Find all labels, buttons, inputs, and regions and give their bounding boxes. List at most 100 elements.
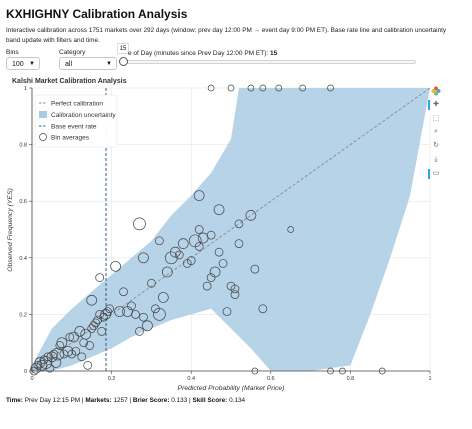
bin-average-point	[202, 281, 212, 291]
bin-average-point	[86, 294, 98, 306]
bin-average-point	[247, 84, 255, 92]
legend: Perfect calibration Calibration uncertai…	[34, 94, 118, 148]
category-select[interactable]: all ▼	[59, 57, 117, 70]
bin-average-point	[142, 320, 153, 332]
bin-average-point	[103, 307, 112, 316]
chevron-down-icon: ▼	[106, 61, 112, 67]
brier-value: 0.133	[171, 397, 188, 404]
legend-box	[34, 94, 118, 148]
bin-average-point	[327, 84, 334, 92]
bin-average-point	[91, 318, 101, 328]
x-tick-label: 0.2	[108, 376, 116, 382]
bin-average-point	[213, 204, 225, 216]
bin-average-point	[207, 84, 215, 92]
bin-average-point	[95, 273, 105, 282]
bin-average-point	[250, 264, 260, 274]
footer-stats: Time: Prev Day 12:15 PM | Markets: 1257 …	[6, 397, 246, 404]
bin-average-point	[97, 327, 107, 336]
chart-toolbar: ✚ ⬚ ⌕ ↻ ⤓ ▭	[428, 86, 443, 196]
page-title: KXHIGHNY Calibration Analysis	[6, 7, 188, 21]
bin-average-point	[234, 239, 244, 248]
x-axis-label: Predicted Probability (Market Price)	[178, 385, 285, 392]
bin-average-point	[147, 278, 156, 288]
box-zoom-icon[interactable]: ⬚	[432, 114, 440, 122]
time-slider-handle[interactable]	[119, 57, 128, 66]
bin-average-point	[161, 266, 173, 278]
bin-average-point	[133, 217, 146, 231]
bin-average-point	[164, 251, 178, 265]
y-axis-label: Observed Frequency (YES)	[7, 188, 14, 271]
bin-average-point	[194, 242, 204, 251]
save-icon[interactable]: ⤓	[434, 155, 438, 163]
y-tick-label: 0.2	[19, 312, 27, 318]
markets-value: 1257	[113, 397, 128, 404]
y-tick-label: 1	[24, 86, 27, 92]
y-tick-label: 0.8	[19, 143, 27, 149]
bin-average-point	[74, 326, 86, 337]
y-tick-label: 0.4	[19, 256, 27, 262]
bin-average-point	[114, 306, 125, 317]
markets-label: Markets:	[85, 397, 112, 404]
bin-average-point	[138, 252, 149, 264]
bokeh-logo-icon[interactable]	[431, 86, 441, 96]
category-select-value: all	[65, 61, 73, 68]
legend-bins-swatch	[39, 133, 47, 141]
bin-average-point	[139, 312, 148, 322]
bin-average-point	[206, 273, 216, 282]
reset-icon[interactable]: ↻	[433, 142, 439, 150]
time-slider-label: e of Day (minutes since Prev Day 12:00 P…	[128, 50, 277, 57]
x-tick-label: 0.4	[187, 376, 195, 382]
bins-select[interactable]: 100 ▼	[6, 57, 40, 70]
bin-average-point	[258, 304, 268, 314]
chart-title: Kalshi Market Calibration Analysis	[12, 78, 127, 85]
bin-average-point	[234, 219, 244, 229]
bins-label: Bins	[6, 49, 19, 56]
bin-average-point	[275, 84, 283, 92]
hover-icon[interactable]: ▭	[428, 168, 440, 179]
x-tick-label: 0.6	[267, 376, 275, 382]
legend-base-label: Base event rate	[51, 124, 97, 131]
bin-average-point	[71, 346, 81, 356]
bin-average-point	[245, 210, 257, 221]
bin-average-point	[80, 328, 92, 340]
bin-average-point	[193, 190, 205, 201]
bin-average-point	[227, 84, 235, 92]
bin-average-point	[50, 357, 62, 368]
bin-average-point	[83, 360, 93, 370]
chevron-down-icon: ▼	[29, 61, 35, 67]
bin-average-point	[55, 341, 65, 350]
bin-average-point	[299, 84, 306, 92]
legend-band-swatch	[39, 111, 47, 118]
bin-average-point	[131, 310, 140, 319]
legend-bins-label: Bin averages	[51, 135, 90, 142]
bin-average-point	[45, 363, 55, 373]
slider-tooltip: 15	[117, 43, 129, 54]
bin-average-point	[186, 256, 196, 265]
bin-average-point	[177, 238, 189, 249]
bin-average-point	[230, 290, 240, 299]
bin-average-point	[157, 292, 169, 303]
time-label: Time:	[6, 397, 23, 404]
bin-average-point	[110, 260, 121, 272]
bin-average-point	[287, 226, 295, 233]
bin-average-point	[43, 352, 53, 362]
pan-icon[interactable]: ✚	[428, 99, 441, 110]
axis-ticks: 0 0.2 0.4 0.6 0.8 1 0 0.2 0.4 0.6 0.8 1	[19, 86, 431, 382]
x-tick-label: 0.8	[347, 376, 355, 382]
bin-average-point	[214, 247, 224, 257]
skill-label: Skill Score:	[192, 397, 228, 404]
skill-value: 0.134	[229, 397, 246, 404]
bin-average-point	[119, 287, 128, 297]
y-tick-label: 0	[24, 369, 27, 375]
x-tick-label: 0	[30, 376, 33, 382]
legend-perfect-label: Perfect calibration	[51, 101, 103, 108]
bin-average-point	[93, 315, 103, 325]
bin-average-point	[194, 225, 204, 234]
time-slider-value: 15	[269, 50, 278, 57]
wheel-zoom-icon[interactable]: ⌕	[434, 128, 438, 136]
bin-average-point	[174, 250, 184, 260]
bin-average-point	[209, 266, 221, 278]
bin-average-point	[33, 360, 43, 370]
bokeh-logo-glyph	[431, 86, 441, 96]
